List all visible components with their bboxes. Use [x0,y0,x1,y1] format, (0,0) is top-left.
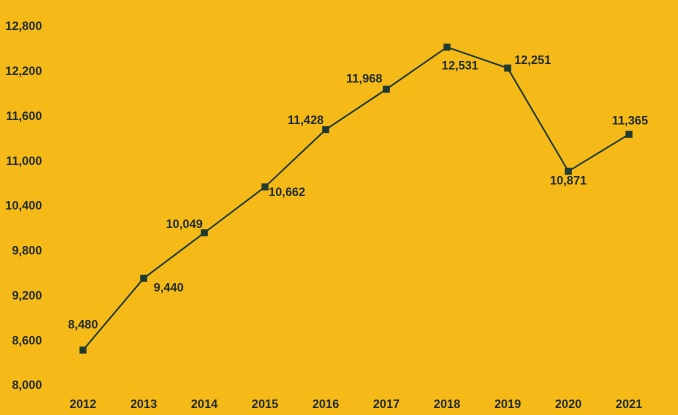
x-tick-label: 2013 [130,397,157,411]
marker [504,64,512,72]
y-tick-label: 12,800 [5,19,42,33]
marker [625,130,633,138]
data-label: 12,531 [442,58,479,72]
y-tick-label: 10,400 [5,199,42,213]
data-label: 8,480 [68,317,98,331]
data-label: 12,251 [514,53,551,67]
y-tick-label: 12,200 [5,64,42,78]
y-tick-label: 8,600 [12,333,42,347]
y-tick-label: 9,800 [12,244,42,258]
data-label: 10,871 [550,173,587,187]
data-label: 9,440 [154,280,184,294]
x-tick-label: 2012 [70,397,97,411]
y-tick-label: 11,000 [6,154,42,168]
y-tick-label: 9,200 [12,288,42,302]
marker [382,85,390,93]
x-tick-label: 2017 [373,397,400,411]
marker [443,43,451,51]
marker [140,274,148,282]
data-label: 11,968 [346,71,382,85]
x-tick-label: 2020 [555,397,582,411]
marker [200,229,208,237]
data-label: 10,049 [166,217,203,231]
marker [261,183,269,191]
x-tick-label: 2018 [434,397,461,411]
x-tick-label: 2016 [312,397,339,411]
marker [79,346,87,354]
y-tick-label: 8,000 [12,378,42,392]
marker [564,167,572,175]
marker [322,126,330,134]
x-tick-label: 2021 [616,397,643,411]
x-tick-label: 2015 [252,397,279,411]
y-tick-label: 11,600 [6,109,42,123]
data-label: 11,428 [288,113,324,127]
x-tick-label: 2019 [494,397,521,411]
x-tick-label: 2014 [191,397,218,411]
data-label: 11,365 [612,113,648,127]
line [82,46,630,351]
data-label: 10,662 [269,185,306,199]
